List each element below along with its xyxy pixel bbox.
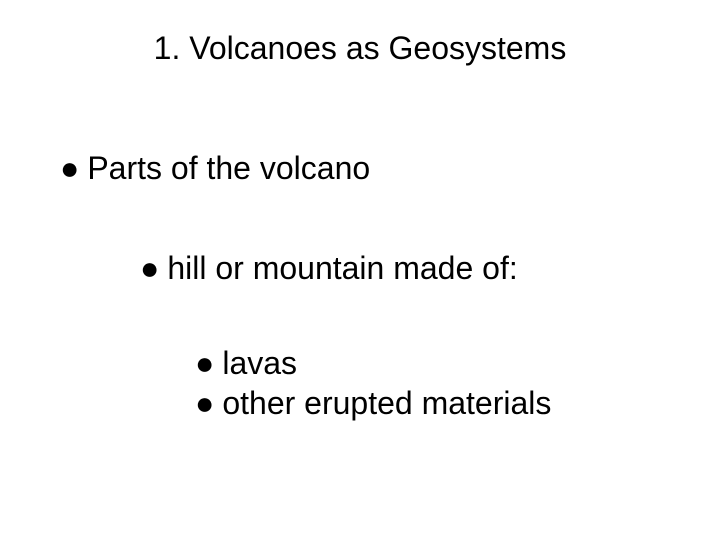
bullet-text: Parts of the volcano xyxy=(87,150,370,186)
slide: 1. Volcanoes as Geosystems ●Parts of the… xyxy=(0,0,720,540)
bullet-level-2: ●hill or mountain made of: xyxy=(140,250,518,287)
bullet-level-3: ●lavas xyxy=(195,345,297,382)
bullet-text: hill or mountain made of: xyxy=(167,250,517,286)
bullet-icon: ● xyxy=(195,385,214,422)
bullet-text: other erupted materials xyxy=(222,385,551,421)
bullet-level-1: ●Parts of the volcano xyxy=(60,150,370,187)
bullet-icon: ● xyxy=(195,345,214,382)
bullet-icon: ● xyxy=(60,150,79,187)
bullet-icon: ● xyxy=(140,250,159,287)
bullet-level-3: ●other erupted materials xyxy=(195,385,551,422)
slide-title: 1. Volcanoes as Geosystems xyxy=(0,30,720,67)
bullet-text: lavas xyxy=(222,345,297,381)
